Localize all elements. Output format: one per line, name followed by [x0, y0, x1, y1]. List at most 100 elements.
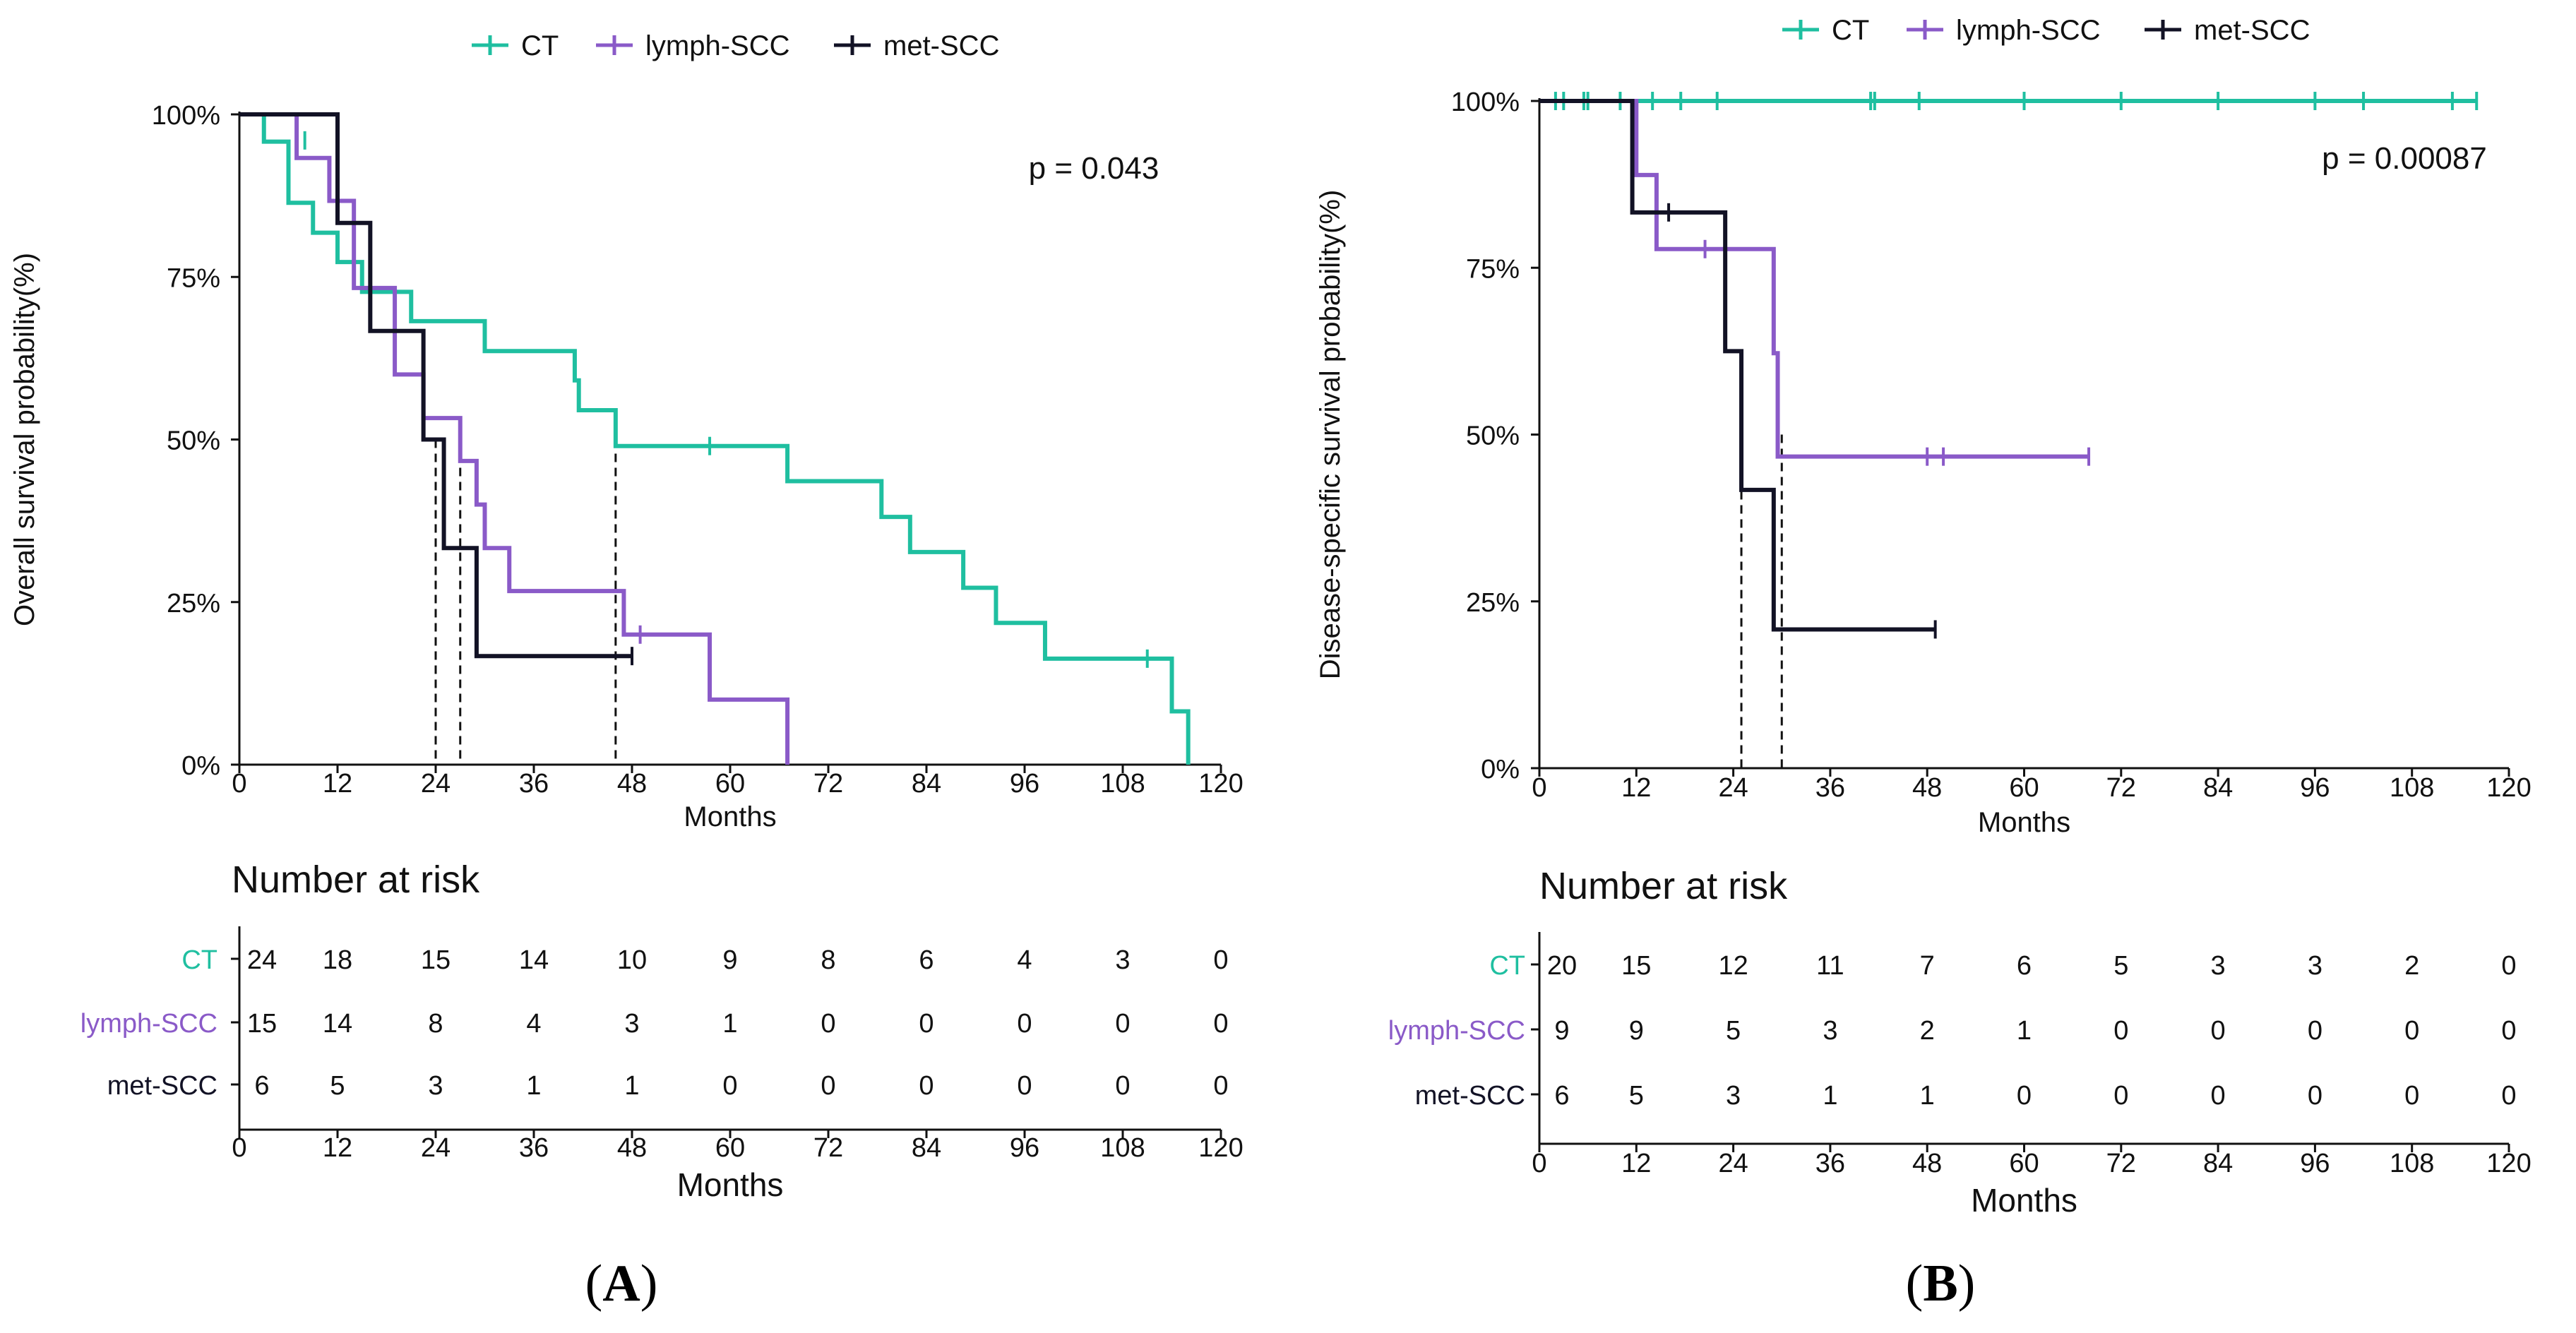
- survival-curve: [239, 112, 632, 659]
- risk-count: 5: [2113, 951, 2128, 981]
- series-ct: [1539, 92, 2479, 110]
- risk-count: 0: [821, 1071, 835, 1101]
- risk-count: 7: [1920, 951, 1935, 981]
- risk-count: 9: [722, 945, 737, 975]
- x-tick-label: 24: [1718, 773, 1748, 803]
- risk-count: 0: [2308, 1016, 2322, 1046]
- risk-count: 14: [323, 1009, 352, 1039]
- risk-x-tick-label: 48: [617, 1133, 647, 1163]
- risk-count: 0: [2501, 1016, 2516, 1046]
- risk-count: 6: [2017, 951, 2032, 981]
- risk-count: 0: [1017, 1009, 1032, 1039]
- legend-item: lymph-SCC: [596, 30, 789, 61]
- risk-count: 3: [2211, 951, 2226, 981]
- risk-count: 20: [1547, 951, 1577, 981]
- risk-x-tick-label: 108: [2390, 1149, 2434, 1178]
- x-tick-label: 84: [2203, 773, 2233, 803]
- risk-x-tick-label: 36: [1815, 1149, 1845, 1178]
- risk-row-label: CT: [1489, 951, 1525, 981]
- risk-count: 18: [323, 945, 352, 975]
- risk-x-tick-label: 12: [1621, 1149, 1651, 1178]
- survival-curve: [1539, 99, 2089, 459]
- risk-row-label: met-SCC: [107, 1071, 217, 1101]
- risk-count: 3: [1823, 1016, 1837, 1046]
- y-tick-label: 100%: [1451, 88, 1520, 117]
- x-tick-label: 48: [617, 769, 647, 799]
- risk-count: 3: [2308, 951, 2322, 981]
- x-tick-label: 108: [2390, 773, 2434, 803]
- y-tick-label: 25%: [1466, 588, 1520, 618]
- risk-x-axis-title: Months: [677, 1166, 784, 1203]
- risk-x-tick-label: 0: [1532, 1149, 1546, 1178]
- survival-curve: [1539, 99, 1936, 632]
- risk-count: 1: [1920, 1081, 1935, 1111]
- risk-count: 15: [247, 1009, 277, 1039]
- risk-count: 1: [2017, 1016, 2032, 1046]
- x-tick-label: 108: [1100, 769, 1145, 799]
- risk-count: 0: [1115, 1009, 1130, 1039]
- risk-count: 11: [1816, 951, 1844, 981]
- risk-x-tick-label: 60: [2009, 1149, 2039, 1178]
- x-tick-label: 12: [323, 769, 352, 799]
- risk-count: 0: [2404, 1016, 2419, 1046]
- legend-item: CT: [472, 30, 559, 61]
- y-tick-label: 50%: [1466, 422, 1520, 451]
- legend: CT lymph-SCC met-SCC: [1782, 15, 2310, 46]
- risk-x-tick-label: 108: [1100, 1133, 1145, 1163]
- risk-count: 14: [519, 945, 549, 975]
- x-tick-label: 72: [2106, 773, 2136, 803]
- risk-x-tick-label: 24: [421, 1133, 451, 1163]
- series-met-scc: [1539, 99, 1937, 639]
- risk-count: 24: [247, 945, 277, 975]
- x-tick-label: 60: [2009, 773, 2039, 803]
- risk-count: 0: [1017, 1071, 1032, 1101]
- risk-count: 1: [1823, 1081, 1837, 1111]
- risk-count: 4: [526, 1009, 541, 1039]
- risk-count: 0: [1213, 1071, 1228, 1101]
- legend-label: met-SCC: [2194, 15, 2310, 46]
- y-tick-label: 100%: [152, 101, 220, 131]
- risk-x-tick-label: 120: [2486, 1149, 2531, 1178]
- risk-row-label: lymph-SCC: [1388, 1016, 1525, 1046]
- y-tick-label: 0%: [181, 751, 220, 781]
- x-tick-label: 120: [1198, 769, 1243, 799]
- risk-x-tick-label: 12: [323, 1133, 352, 1163]
- risk-row: CT 20 15 12 11 7 6 5 3 3 2 0: [1489, 951, 2516, 981]
- risk-count: 1: [526, 1071, 541, 1101]
- risk-x-tick-label: 48: [1912, 1149, 1942, 1178]
- risk-x-tick-label: 84: [912, 1133, 941, 1163]
- risk-count: 0: [1213, 945, 1228, 975]
- risk-row: lymph-SCC 9 9 5 3 2 1 0 0 0 0 0: [1388, 1016, 2517, 1046]
- risk-x-tick-label: 96: [2300, 1149, 2330, 1178]
- x-tick-label: 0: [1532, 773, 1546, 803]
- series-met-scc: [239, 112, 633, 666]
- risk-count: 5: [1726, 1016, 1741, 1046]
- legend-label: met-SCC: [883, 30, 999, 61]
- legend-item: met-SCC: [2145, 15, 2310, 46]
- risk-row: met-SCC 6 5 3 1 1 0 0 0 0 0 0: [107, 1071, 1229, 1101]
- risk-count: 0: [2211, 1081, 2226, 1111]
- risk-x-tick-label: 84: [2203, 1149, 2233, 1178]
- y-axis-title: Disease-specific survival probability(%): [1315, 190, 1346, 680]
- risk-count: 5: [330, 1071, 345, 1101]
- risk-x-tick-label: 24: [1718, 1149, 1748, 1178]
- y-tick-label: 0%: [1481, 755, 1520, 784]
- risk-row-label: met-SCC: [1415, 1081, 1525, 1111]
- series-lymph-scc: [1539, 99, 2091, 466]
- risk-count: 4: [1017, 945, 1032, 975]
- risk-x-tick-label: 0: [232, 1133, 246, 1163]
- risk-count: 0: [919, 1071, 934, 1101]
- x-tick-label: 120: [2486, 773, 2531, 803]
- risk-count: 8: [428, 1009, 443, 1039]
- risk-count: 1: [624, 1071, 639, 1101]
- risk-count: 0: [2211, 1016, 2226, 1046]
- risk-x-tick-label: 60: [715, 1133, 745, 1163]
- x-tick-label: 60: [715, 769, 745, 799]
- risk-count: 0: [2113, 1016, 2128, 1046]
- risk-count: 5: [1629, 1081, 1644, 1111]
